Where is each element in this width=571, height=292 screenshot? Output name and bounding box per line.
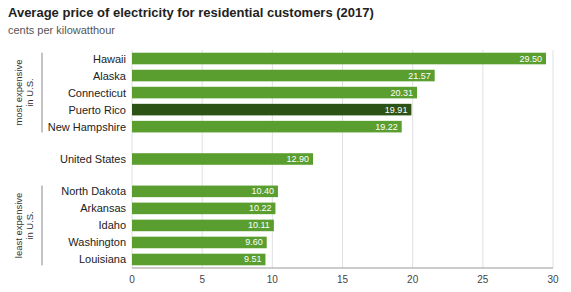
bar — [132, 203, 275, 215]
bar — [132, 220, 274, 232]
data-label: 20.31 — [390, 88, 413, 98]
grid-line — [412, 50, 413, 268]
x-axis-line — [132, 268, 553, 269]
subtitle: cents per kilowatthour — [8, 24, 115, 36]
data-label: 9.51 — [244, 254, 262, 264]
y-tick-label: United States — [60, 153, 127, 165]
bracket — [42, 53, 43, 133]
y-tick-label: Puerto Rico — [69, 104, 126, 116]
y-tick-label: Louisiana — [79, 253, 127, 265]
annotation: least expensivein U.S. — [13, 193, 35, 258]
data-label: 10.11 — [248, 220, 270, 230]
y-tick-label: Idaho — [98, 219, 126, 231]
y-tick-label: Washington — [68, 236, 126, 248]
data-label: 10.40 — [251, 186, 274, 196]
grid — [132, 50, 553, 268]
y-tick-label: Connecticut — [68, 87, 126, 99]
bar — [132, 87, 417, 99]
grid-line — [482, 50, 483, 268]
bars — [132, 53, 546, 266]
x-tick-label: 10 — [267, 274, 279, 285]
grid-line — [342, 50, 343, 268]
bar — [132, 186, 278, 198]
x-tick-label: 20 — [407, 274, 419, 285]
bar — [132, 53, 546, 65]
y-tick-label: Hawaii — [93, 53, 126, 65]
x-tick-label: 15 — [337, 274, 349, 285]
x-tick-label: 0 — [129, 274, 135, 285]
data-label: 10.22 — [249, 203, 272, 213]
data-label: 9.60 — [245, 237, 263, 247]
x-tick-label: 25 — [477, 274, 489, 285]
annotation: most expensivein U.S. — [13, 60, 35, 126]
y-tick-label: Alaska — [93, 70, 127, 82]
bar — [132, 237, 267, 249]
bar — [132, 104, 411, 116]
title: Average price of electricity for residen… — [8, 5, 374, 20]
bar — [132, 153, 313, 165]
x-tick-label: 5 — [199, 274, 205, 285]
data-label: 12.90 — [286, 154, 309, 164]
bar — [132, 254, 265, 266]
grid-line — [553, 50, 554, 268]
data-label: 21.57 — [408, 71, 431, 81]
data-label: 29.50 — [519, 54, 542, 64]
y-tick-label: New Hampshire — [48, 121, 126, 133]
y-tick-label: North Dakota — [61, 185, 127, 197]
y-tick-label: Arkansas — [80, 202, 126, 214]
labels: Hawaii 29.50 Alaska 21.57 Connecticut 20.31 Pu… — [48, 53, 542, 266]
x-tick-label: 30 — [547, 274, 559, 285]
bracket — [42, 186, 43, 266]
data-label: 19.91 — [385, 105, 408, 115]
bar — [132, 70, 435, 82]
data-label: 19.22 — [375, 122, 398, 132]
bar — [132, 121, 402, 133]
